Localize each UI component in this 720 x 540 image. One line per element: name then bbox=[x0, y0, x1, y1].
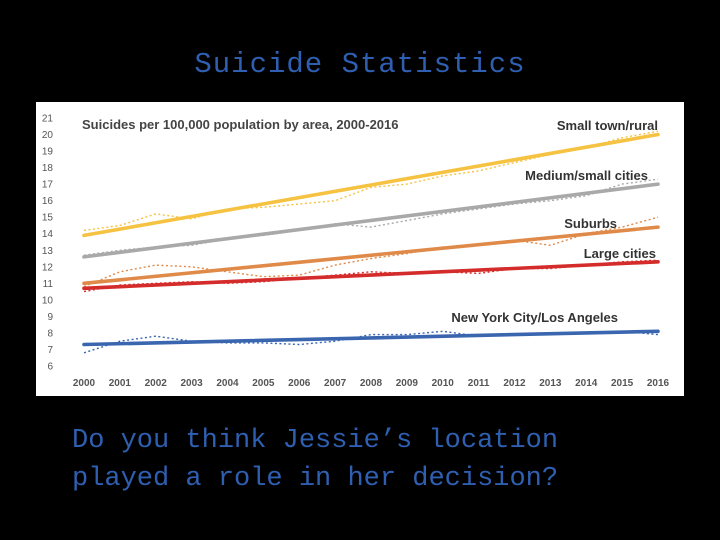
large-cities-label: Large cities bbox=[584, 246, 656, 261]
x-tick-label: 2015 bbox=[611, 378, 634, 389]
y-tick-label: 14 bbox=[42, 229, 54, 240]
x-tick-label: 2000 bbox=[73, 378, 96, 389]
y-tick-label: 12 bbox=[42, 262, 54, 273]
discussion-question: Do you think Jessie’s location played a … bbox=[72, 422, 692, 498]
medium-small-cities-label: Medium/small cities bbox=[525, 168, 648, 183]
x-tick-label: 2009 bbox=[396, 378, 419, 389]
suicide-rate-line-chart: Suicides per 100,000 population by area,… bbox=[42, 114, 670, 390]
y-tick-label: 17 bbox=[42, 180, 54, 191]
x-tick-label: 2001 bbox=[109, 378, 132, 389]
chart-title: Suicides per 100,000 population by area,… bbox=[82, 117, 399, 132]
x-tick-label: 2012 bbox=[503, 378, 526, 389]
y-tick-label: 13 bbox=[42, 246, 54, 257]
small-town-rural-label: Small town/rural bbox=[557, 118, 658, 133]
suburbs-yearly-line bbox=[83, 216, 659, 288]
series-labels: Small town/rural Medium/small cities Subur… bbox=[451, 118, 658, 325]
x-tick-label: 2010 bbox=[432, 378, 455, 389]
y-tick-label: 18 bbox=[42, 163, 54, 174]
x-tick-label: 2003 bbox=[181, 378, 204, 389]
y-tick-label: 9 bbox=[47, 312, 53, 323]
y-tick-label: 20 bbox=[42, 130, 54, 141]
x-tick-label: 2011 bbox=[468, 378, 490, 389]
y-tick-label: 10 bbox=[42, 295, 54, 306]
slide-title: Suicide Statistics bbox=[194, 48, 526, 81]
y-tick-label: 15 bbox=[42, 213, 54, 224]
x-axis-ticks: 2000 2001 2002 2003 2004 2005 2006 2007 2008 2009… bbox=[73, 378, 670, 389]
small-town-rural-trend-line bbox=[82, 132, 660, 238]
medium-small-cities-trend-line bbox=[82, 182, 660, 259]
y-tick-label: 16 bbox=[42, 196, 54, 207]
suburbs-label: Suburbs bbox=[564, 216, 617, 231]
x-tick-label: 2014 bbox=[575, 378, 598, 389]
x-tick-label: 2016 bbox=[647, 378, 670, 389]
large-cities-trend-line bbox=[82, 260, 660, 291]
x-tick-label: 2005 bbox=[252, 378, 275, 389]
x-tick-label: 2002 bbox=[145, 378, 168, 389]
new-york-city-los-angeles-trend-line bbox=[82, 329, 660, 347]
suburbs-trend-line bbox=[82, 225, 660, 286]
chart-panel: Suicides per 100,000 population by area,… bbox=[36, 102, 684, 396]
question-line-2: played a role in her decision? bbox=[72, 464, 559, 494]
y-tick-label: 19 bbox=[42, 147, 54, 158]
y-tick-label: 21 bbox=[42, 114, 54, 125]
series-layer bbox=[82, 130, 660, 354]
x-tick-label: 2006 bbox=[288, 378, 311, 389]
x-tick-label: 2004 bbox=[216, 378, 239, 389]
y-tick-label: 7 bbox=[47, 345, 53, 356]
x-tick-label: 2008 bbox=[360, 378, 383, 389]
y-tick-label: 11 bbox=[43, 279, 54, 290]
x-tick-label: 2007 bbox=[324, 378, 347, 389]
x-tick-label: 2013 bbox=[539, 378, 562, 389]
small-town-rural-yearly-line bbox=[83, 130, 659, 232]
y-tick-label: 8 bbox=[47, 328, 53, 339]
y-tick-label: 6 bbox=[47, 362, 53, 373]
new-york-city-los-angeles-label: New York City/Los Angeles bbox=[451, 310, 618, 325]
question-line-1: Do you think Jessie’s location bbox=[72, 426, 559, 456]
y-axis-ticks: 6 7 8 9 10 11 12 13 14 15 16 17 18 19 20 21 bbox=[42, 114, 54, 373]
